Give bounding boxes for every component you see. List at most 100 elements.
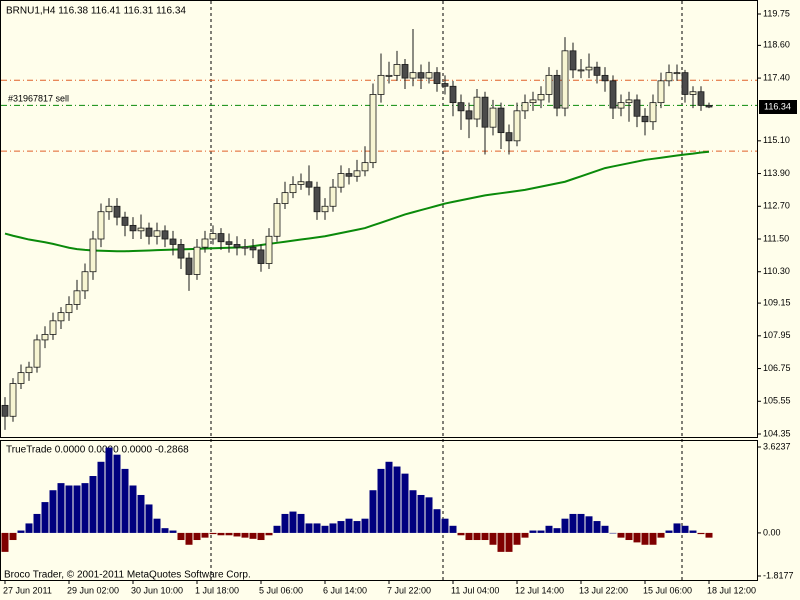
indicator-bar [361, 518, 369, 533]
last-price: 116.34 [764, 101, 791, 111]
indicator-bar [177, 532, 185, 541]
y-tick-label: 112.70 [763, 201, 790, 211]
y-tick-label: 104.35 [763, 428, 791, 438]
candle-body [113, 205, 121, 218]
x-tick-label: 12 Jul 14:00 [515, 585, 564, 595]
copyright: Broco Trader, © 2001-2011 MetaQuotes Sof… [4, 570, 251, 581]
indicator-bar [393, 466, 401, 533]
candle-body [665, 72, 673, 82]
indicator-panel [0, 440, 758, 581]
indicator-bar [41, 502, 49, 533]
candle-body [297, 181, 305, 185]
indicator-bar [529, 530, 537, 533]
candle-body [617, 102, 625, 109]
candle-body [569, 50, 577, 71]
candle-body [585, 66, 593, 71]
candle-body [137, 227, 145, 232]
candle-body [81, 271, 89, 292]
indicator-bar [569, 513, 577, 533]
indicator-bar [281, 513, 289, 533]
indicator-bar [49, 490, 57, 533]
candle-body [689, 91, 697, 95]
indicator-bar [97, 461, 105, 533]
candle-body [257, 249, 265, 264]
indicator-bar [233, 532, 241, 537]
candle-body [329, 186, 337, 207]
indicator-bar [449, 525, 457, 533]
indicator-bar [153, 518, 161, 533]
indicator-bar [417, 494, 425, 533]
candle-body [57, 312, 65, 322]
y-tick-label: 110.30 [763, 266, 790, 276]
indicator-bar [481, 532, 489, 541]
candle-body [457, 102, 465, 112]
candle-body [1, 404, 9, 417]
indicator-bar [673, 523, 681, 533]
candle-body [97, 211, 105, 240]
candle-body [193, 246, 201, 275]
y-tick-label: 118.60 [763, 40, 790, 50]
indicator-bar [473, 532, 481, 541]
indicator-bar [193, 532, 201, 541]
indicator-bar [601, 525, 609, 533]
y-tick-label: -1.8177 [763, 570, 794, 580]
indicator-bar [577, 513, 585, 533]
indicator-bar [625, 532, 633, 541]
indicator-bar [385, 461, 393, 533]
candle-body [89, 238, 97, 273]
indicator-bar [9, 532, 17, 541]
y-tick-label: 3.6237 [763, 441, 791, 451]
candle-body [601, 74, 609, 82]
candle-body [609, 80, 617, 109]
indicator-bar [489, 532, 497, 545]
x-tick-label: 27 Jun 2011 [3, 585, 52, 595]
indicator-bar [209, 532, 217, 535]
candle-body [145, 227, 153, 237]
y-tick-label: 0.00 [763, 527, 781, 537]
candle-body [561, 50, 569, 109]
candle-body [321, 205, 329, 213]
candle-body [401, 64, 409, 79]
y-tick-label: 106.75 [763, 363, 791, 373]
candle-body [649, 102, 657, 123]
candle-body [313, 186, 321, 213]
indicator-bar [217, 532, 225, 536]
y-tick-label: 105.55 [763, 396, 791, 406]
candle-body [153, 230, 161, 237]
candle-body [633, 99, 641, 117]
indicator-bar [689, 530, 697, 533]
indicator-title: TrueTrade 0.0000 0.0000 0.0000 -0.2868 [6, 445, 189, 456]
indicator-bar [249, 532, 257, 539]
candle-body [33, 339, 41, 368]
indicator-bar [297, 513, 305, 533]
candle-body [65, 304, 73, 314]
indicator-bar [169, 530, 177, 533]
candle-body [545, 74, 553, 95]
candle-body [553, 74, 561, 109]
candle-body [377, 74, 385, 95]
indicator-bar [289, 511, 297, 533]
indicator-bar [585, 516, 593, 533]
indicator-bar [553, 528, 561, 533]
candle-body [249, 246, 257, 251]
candle-body [337, 173, 345, 188]
indicator-bar [225, 532, 233, 536]
candle-body [465, 110, 473, 120]
candle-body [529, 99, 537, 104]
candle-body [593, 66, 601, 76]
candle-body [289, 184, 297, 194]
candle-body [281, 192, 289, 204]
indicator-bar [273, 525, 281, 533]
candle-body [673, 72, 681, 75]
candle-body [217, 233, 225, 243]
x-tick-label: 15 Jul 06:00 [643, 585, 692, 595]
candle-body [361, 162, 369, 172]
indicator-bar [321, 525, 329, 533]
y-tick-label: 109.15 [763, 297, 791, 307]
candle-body [473, 96, 481, 120]
x-tick-label: 11 Jul 04:00 [451, 585, 499, 595]
indicator-bar [681, 525, 689, 533]
candle-body [393, 64, 401, 76]
candle-body [41, 334, 49, 341]
indicator-bar [129, 485, 137, 533]
